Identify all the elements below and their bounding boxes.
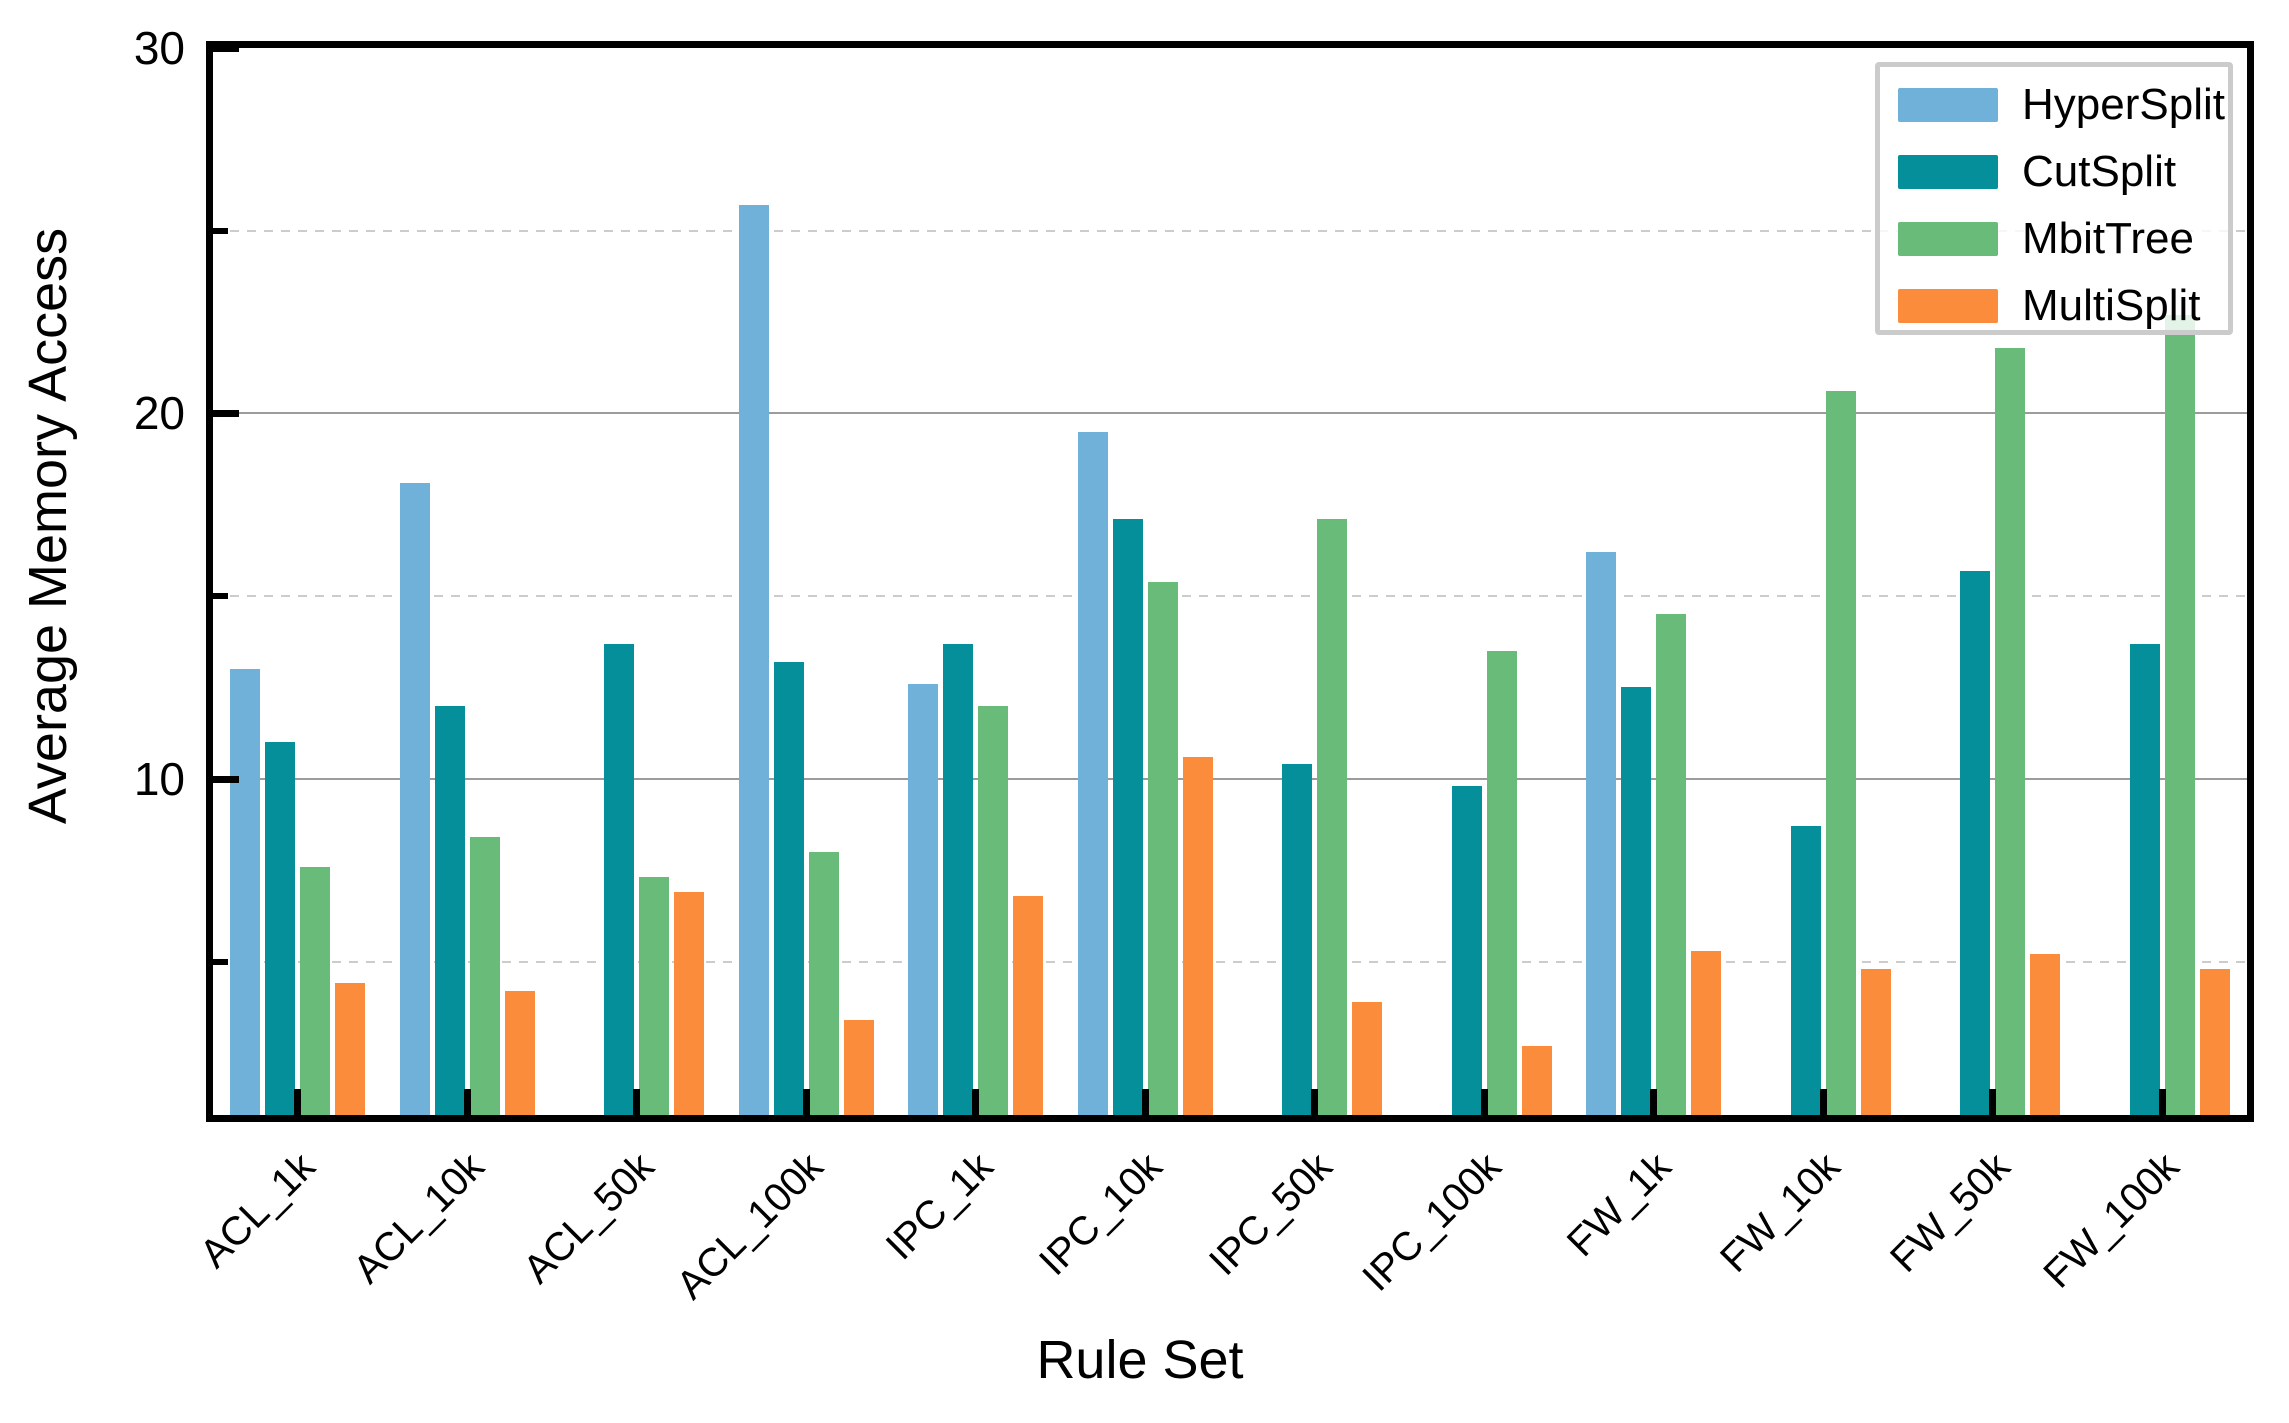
bar-hypersplit-acl_10k: [400, 483, 430, 1115]
x-tick: [803, 1089, 810, 1115]
legend-label: CutSplit: [2022, 147, 2177, 196]
legend-item-mbittree: MbitTree: [1880, 216, 2228, 262]
y-major-tick: [213, 45, 239, 52]
y-major-tick: [213, 410, 239, 417]
bar-multisplit-ipc_1k: [1013, 896, 1043, 1115]
bar-mbittree-fw_100k: [2165, 315, 2195, 1115]
bar-cutsplit-acl_100k: [774, 662, 804, 1115]
bar-cutsplit-acl_50k: [604, 644, 634, 1115]
bar-cutsplit-ipc_1k: [943, 644, 973, 1115]
major-gridline: [213, 778, 2247, 780]
legend-swatch-multisplit: [1898, 289, 1998, 323]
y-tick-label: 10: [133, 753, 185, 805]
bar-cutsplit-fw_50k: [1960, 571, 1990, 1115]
legend-label: MbitTree: [2022, 214, 2194, 263]
y-tick-label: 30: [133, 22, 185, 74]
bar-cutsplit-fw_100k: [2130, 644, 2160, 1115]
bar-hypersplit-acl_1k: [230, 669, 260, 1115]
x-tick: [1481, 1089, 1488, 1115]
bar-multisplit-acl_50k: [674, 892, 704, 1115]
bar-multisplit-fw_100k: [2200, 969, 2230, 1115]
bar-multisplit-fw_10k: [1861, 969, 1891, 1115]
bar-multisplit-fw_50k: [2030, 954, 2060, 1115]
bar-cutsplit-ipc_10k: [1113, 519, 1143, 1115]
bar-multisplit-acl_10k: [505, 991, 535, 1115]
bar-cutsplit-acl_10k: [435, 706, 465, 1115]
bar-cutsplit-ipc_50k: [1282, 764, 1312, 1115]
bar-cutsplit-acl_1k: [265, 742, 295, 1115]
legend-item-multisplit: MultiSplit: [1880, 283, 2228, 329]
bar-multisplit-ipc_100k: [1522, 1046, 1552, 1115]
bar-mbittree-acl_100k: [809, 852, 839, 1115]
x-tick: [294, 1089, 301, 1115]
y-major-tick: [213, 776, 239, 783]
x-tick: [464, 1089, 471, 1115]
x-tick: [2159, 1089, 2166, 1115]
legend-swatch-hypersplit: [1898, 88, 1998, 122]
minor-gridline: [213, 230, 2247, 232]
legend-label: HyperSplit: [2022, 80, 2225, 129]
bar-hypersplit-fw_1k: [1586, 552, 1616, 1115]
x-tick: [1820, 1089, 1827, 1115]
legend-item-hypersplit: HyperSplit: [1880, 82, 2228, 128]
x-tick: [1989, 1089, 1996, 1115]
minor-gridline: [213, 595, 2247, 597]
bar-mbittree-acl_1k: [300, 867, 330, 1115]
y-minor-tick: [213, 228, 228, 234]
x-tick: [1142, 1089, 1149, 1115]
bar-multisplit-fw_1k: [1691, 951, 1721, 1115]
y-minor-tick: [213, 959, 228, 965]
legend: HyperSplit CutSplit MbitTree MultiSplit: [1875, 62, 2233, 335]
bar-cutsplit-ipc_100k: [1452, 786, 1482, 1115]
x-tick: [633, 1089, 640, 1115]
bar-hypersplit-ipc_10k: [1078, 432, 1108, 1115]
bar-mbittree-ipc_1k: [978, 706, 1008, 1115]
legend-label: MultiSplit: [2022, 281, 2201, 330]
bar-cutsplit-fw_10k: [1791, 826, 1821, 1115]
bar-mbittree-acl_50k: [639, 877, 669, 1115]
x-tick: [1650, 1089, 1657, 1115]
bar-hypersplit-ipc_1k: [908, 684, 938, 1115]
bar-mbittree-ipc_100k: [1487, 651, 1517, 1115]
minor-gridline: [213, 961, 2247, 963]
bar-multisplit-acl_1k: [335, 983, 365, 1115]
x-tick: [1311, 1089, 1318, 1115]
x-tick: [972, 1089, 979, 1115]
bar-multisplit-acl_100k: [844, 1020, 874, 1115]
bar-multisplit-ipc_50k: [1352, 1002, 1382, 1115]
bar-multisplit-ipc_10k: [1183, 757, 1213, 1115]
legend-swatch-cutsplit: [1898, 155, 1998, 189]
bar-mbittree-fw_50k: [1995, 348, 2025, 1115]
y-tick-label: 20: [133, 387, 185, 439]
bar-mbittree-ipc_50k: [1317, 519, 1347, 1115]
bar-cutsplit-fw_1k: [1621, 687, 1651, 1115]
legend-item-cutsplit: CutSplit: [1880, 149, 2228, 195]
legend-swatch-mbittree: [1898, 222, 1998, 256]
bar-mbittree-fw_1k: [1656, 614, 1686, 1115]
major-gridline: [213, 412, 2247, 414]
bar-mbittree-ipc_10k: [1148, 582, 1178, 1115]
bar-mbittree-acl_10k: [470, 837, 500, 1115]
bar-hypersplit-acl_100k: [739, 205, 769, 1115]
y-minor-tick: [213, 593, 228, 599]
x-axis-title: Rule Set: [1036, 1330, 1244, 1390]
bar-mbittree-fw_10k: [1826, 391, 1856, 1115]
